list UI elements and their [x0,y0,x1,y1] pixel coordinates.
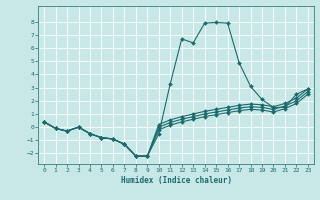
X-axis label: Humidex (Indice chaleur): Humidex (Indice chaleur) [121,176,231,185]
